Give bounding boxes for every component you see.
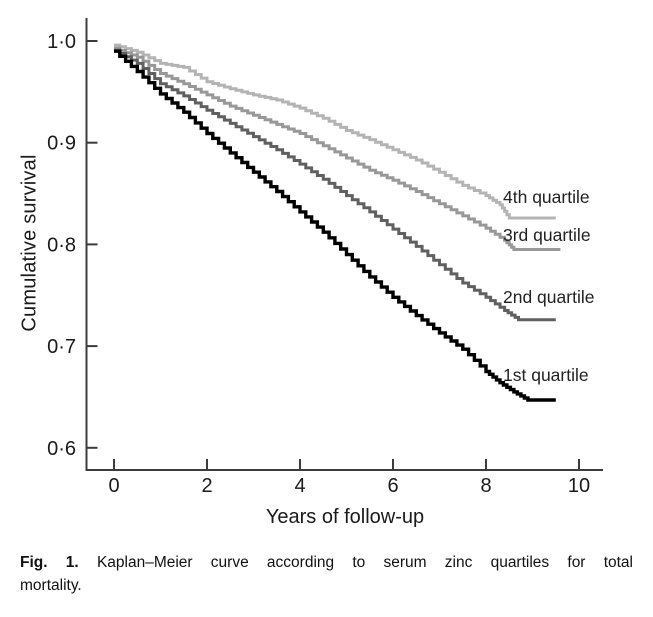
series-label-1st-quartile: 1st quartile <box>503 365 589 385</box>
figure-caption: Fig. 1. Kaplan–Meier curve according to … <box>20 551 633 597</box>
x-tick-label: 8 <box>480 475 491 497</box>
series-label-4th-quartile: 4th quartile <box>503 187 590 207</box>
series-label-2nd-quartile: 2nd quartile <box>503 287 594 307</box>
x-tick-label: 10 <box>568 475 590 497</box>
y-tick-label: 0·9 <box>47 133 76 155</box>
km-curve-2nd-quartile <box>114 48 556 322</box>
y-tick-label: 0·6 <box>47 438 76 460</box>
y-tick-label: 0·7 <box>47 336 76 358</box>
x-axis-title: Years of follow-up <box>265 506 425 528</box>
x-tick-label: 2 <box>201 475 212 497</box>
km-curve-4th-quartile <box>114 43 556 220</box>
x-tick-label: 6 <box>387 475 398 497</box>
y-tick-label: 1·0 <box>47 31 76 53</box>
y-tick-label: 0·8 <box>47 234 76 256</box>
caption-line-1: Fig. 1. Kaplan–Meier curve according to … <box>20 551 633 574</box>
caption-line-2: mortality. <box>20 577 82 594</box>
caption-text: Kaplan–Meier curve according to serum zi… <box>96 554 633 571</box>
series-label-3rd-quartile: 3rd quartile <box>503 225 591 245</box>
x-tick-label: 4 <box>294 475 305 497</box>
km-chart-canvas: 1·0 0·9 0·8 0·7 0·6 0 2 4 6 8 10 1st quartile 2nd qu… <box>47 18 603 497</box>
x-tick-label: 0 <box>108 475 119 497</box>
km-curve-3rd-quartile <box>114 46 561 251</box>
km-curve-1st-quartile <box>114 49 556 402</box>
y-axis-title: Cumulative survival <box>18 154 41 332</box>
caption-figure-label: Fig. 1. <box>20 554 79 571</box>
